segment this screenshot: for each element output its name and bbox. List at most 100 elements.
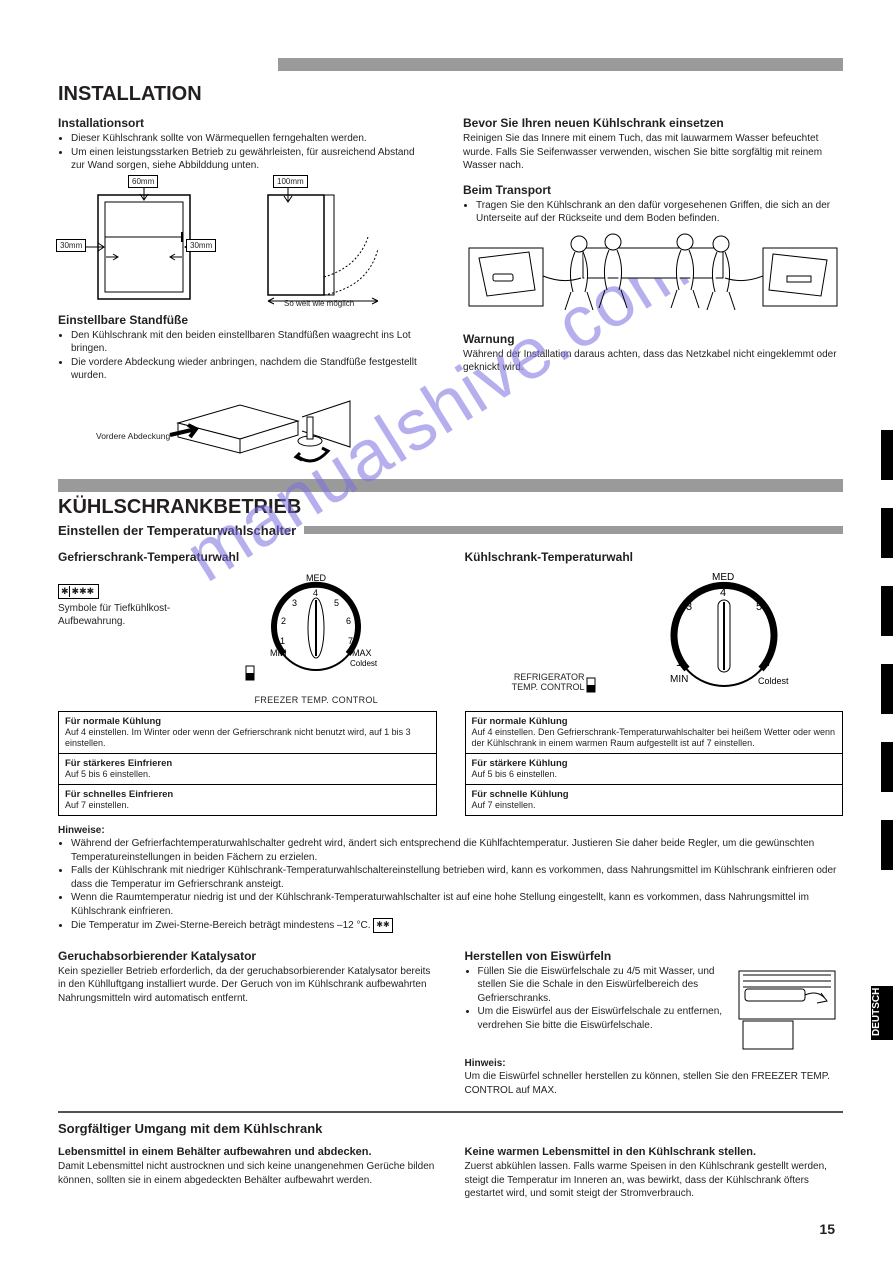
careful-title: Sorgfältiger Umgang mit dem Kühlschrank xyxy=(58,1121,843,1136)
catalyst-text: Kein spezieller Betrieb erforderlich, da… xyxy=(58,965,437,1006)
dials-row: Gefrierschrank-Temperaturwahl ✱✱✱✱ Symbo… xyxy=(58,544,843,816)
svg-text:6: 6 xyxy=(770,631,776,643)
list-item: Die vordere Abdeckung wieder anbringen, … xyxy=(71,356,425,383)
side-tabs xyxy=(881,430,893,898)
list-item: Wenn die Raumtemperatur niedrig ist und … xyxy=(71,891,843,918)
list-item: Um die Eiswürfel aus der Eiswürfelschale… xyxy=(478,1005,728,1032)
freezer-dial-caption: FREEZER TEMP. CONTROL xyxy=(196,695,437,705)
star-symbol: ✱✱✱✱ xyxy=(58,584,99,599)
table-row: Für normale KühlungAuf 4 einstellen. Den… xyxy=(466,712,843,754)
svg-text:5: 5 xyxy=(756,601,762,613)
svg-text:2: 2 xyxy=(281,616,286,626)
table-row: Für stärkere KühlungAuf 5 bis 6 einstell… xyxy=(466,754,843,785)
install-right-col: Bevor Sie Ihren neuen Kühlschrank einset… xyxy=(463,110,843,473)
svg-text:6: 6 xyxy=(346,616,351,626)
installation-row: Installationsort Dieser Kühlschrank soll… xyxy=(58,110,843,473)
notes-block: Hinweise: xyxy=(58,824,843,838)
foot-caption: Vordere Abdeckung xyxy=(96,431,170,441)
svg-text:MIN: MIN xyxy=(270,648,287,658)
fridge-dial: 1 2 3 4 5 6 7 MIN MED Coldest xyxy=(605,566,844,705)
operation-sub-row: Einstellen der Temperaturwahlschalter xyxy=(58,523,843,538)
list-item: Während der Gefrierfachtemperaturwahlsch… xyxy=(71,837,843,864)
list-item: Falls der Kühlschrank mit niedriger Kühl… xyxy=(71,864,843,891)
svg-text:1: 1 xyxy=(676,657,682,669)
fridge-col: Kühlschrank-Temperaturwahl REFRIGERATORT… xyxy=(465,544,844,816)
deodor-row: Geruchabsorbierender Katalysator Kein sp… xyxy=(58,943,843,1098)
warning-title: Warnung xyxy=(463,332,843,346)
carry-figure xyxy=(463,230,843,326)
warning-text: Während der Installation daraus achten, … xyxy=(463,348,843,375)
catalyst-col: Geruchabsorbierender Katalysator Kein sp… xyxy=(58,943,437,1098)
table-row: Für normale KühlungAuf 4 einstellen. Im … xyxy=(59,712,436,754)
freezer-title: Gefrierschrank-Temperaturwahl xyxy=(58,550,437,564)
clearance-left: 30mm xyxy=(56,239,86,252)
list-item: Den Kühlschrank mit den beiden einstellb… xyxy=(71,329,425,356)
manual-page: manualshive.com DEUTSCH INSTALLATION Ins… xyxy=(0,0,893,1263)
freezer-table: Für normale KühlungAuf 4 einstellen. Im … xyxy=(58,711,437,816)
table-row: Für stärkeres EinfrierenAuf 5 bis 6 eins… xyxy=(59,754,436,785)
list-item: Tragen Sie den Kühlschrank an den dafür … xyxy=(476,199,843,226)
ice-title: Herstellen von Eiswürfeln xyxy=(465,949,844,963)
feet-figure: Vordere Abdeckung xyxy=(58,387,425,473)
careful-right-title: Keine warmen Lebensmittel in den Kühlsch… xyxy=(465,1146,844,1158)
icecubes-col: Herstellen von Eiswürfeln Füllen Sie die… xyxy=(465,943,844,1098)
icetray-figure xyxy=(733,965,843,1055)
before-use-title: Bevor Sie Ihren neuen Kühlschrank einset… xyxy=(463,116,843,130)
section-bar xyxy=(58,479,843,492)
list-item: Um einen leistungsstarken Betrieb zu gew… xyxy=(71,146,425,173)
divider xyxy=(58,1111,843,1113)
svg-text:1: 1 xyxy=(280,636,285,646)
careful-right-text: Zuerst abkühlen lassen. Falls warme Spei… xyxy=(465,1160,844,1201)
notes-title: Hinweise: xyxy=(58,825,105,836)
table-row: Für schnelle KühlungAuf 7 einstellen. xyxy=(466,785,843,815)
fridge-table: Für normale KühlungAuf 4 einstellen. Den… xyxy=(465,711,844,816)
catalyst-title: Geruchabsorbierender Katalysator xyxy=(58,949,437,963)
list-item: Dieser Kühlschrank sollte von Wärmequell… xyxy=(71,132,425,146)
careful-left: Lebensmittel in einem Behälter aufbewahr… xyxy=(58,1140,437,1201)
operation-subtitle: Einstellen der Temperaturwahlschalter xyxy=(58,523,296,538)
careful-right: Keine warmen Lebensmittel in den Kühlsch… xyxy=(465,1140,844,1201)
operation-title: KÜHLSCHRANKBETRIEB xyxy=(58,496,843,519)
page-title: INSTALLATION xyxy=(58,83,843,106)
notes-list: Während der Gefrierfachtemperaturwahlsch… xyxy=(58,837,843,933)
fridge-title: Kühlschrank-Temperaturwahl xyxy=(465,550,844,564)
svg-text:Coldest: Coldest xyxy=(758,676,789,686)
svg-text:3: 3 xyxy=(292,598,297,608)
freezer-symbol-note: Symbole für Tiefkühlkost-Aufbewahrung. xyxy=(58,602,188,629)
svg-text:7: 7 xyxy=(348,636,353,646)
clearance-figure: 60mm 100mm 30mm 30mm So weit wie möglich xyxy=(58,177,425,307)
clearance-top: 60mm xyxy=(128,175,158,188)
svg-text:7: 7 xyxy=(766,657,772,669)
page-number: 15 xyxy=(819,1221,835,1237)
svg-text:MIN: MIN xyxy=(670,674,688,685)
freezer-dial: 1 2 3 4 56 7 MIN MED MAX Coldest FREEZER T… xyxy=(196,566,437,705)
svg-text:MED: MED xyxy=(306,573,327,583)
careful-left-text: Damit Lebensmittel nicht austrocknen und… xyxy=(58,1160,437,1187)
svg-text:2: 2 xyxy=(672,631,678,643)
before-use-text: Reinigen Sie das Innere mit einem Tuch, … xyxy=(463,132,843,173)
header-bar xyxy=(278,58,843,71)
clearance-top2: 100mm xyxy=(273,175,308,188)
svg-text:MED: MED xyxy=(712,572,734,583)
svg-text:5: 5 xyxy=(334,598,339,608)
ice-list: Füllen Sie die Eiswürfelschale zu 4/5 mi… xyxy=(465,965,728,1055)
feet-title: Einstellbare Standfüße xyxy=(58,313,425,327)
table-row: Für schnelles EinfrierenAuf 7 einstellen… xyxy=(59,785,436,815)
svg-text:4: 4 xyxy=(313,588,318,598)
list-item: Die Temperatur im Zwei-Sterne-Bereich be… xyxy=(71,918,843,933)
install-left-col: Installationsort Dieser Kühlschrank soll… xyxy=(58,110,425,473)
clearance-right: 30mm xyxy=(186,239,216,252)
svg-text:3: 3 xyxy=(686,601,692,613)
freezer-col: Gefrierschrank-Temperaturwahl ✱✱✱✱ Symbo… xyxy=(58,544,437,816)
svg-text:4: 4 xyxy=(720,587,726,599)
list-item: Füllen Sie die Eiswürfelschale zu 4/5 mi… xyxy=(478,965,728,1006)
ice-note: Hinweis:Um die Eiswürfel schneller herst… xyxy=(465,1057,844,1098)
fridge-dial-caption: REFRIGERATORTEMP. CONTROL xyxy=(465,672,585,693)
clearance-depth: So weit wie möglich xyxy=(284,299,354,308)
transport-title: Beim Transport xyxy=(463,183,843,197)
language-tab-deutsch: DEUTSCH xyxy=(871,986,893,1040)
svg-text:Coldest: Coldest xyxy=(350,659,378,668)
svg-text:MAX: MAX xyxy=(352,648,372,658)
careful-row: Lebensmittel in einem Behälter aufbewahr… xyxy=(58,1140,843,1201)
careful-left-title: Lebensmittel in einem Behälter aufbewahr… xyxy=(58,1146,437,1158)
